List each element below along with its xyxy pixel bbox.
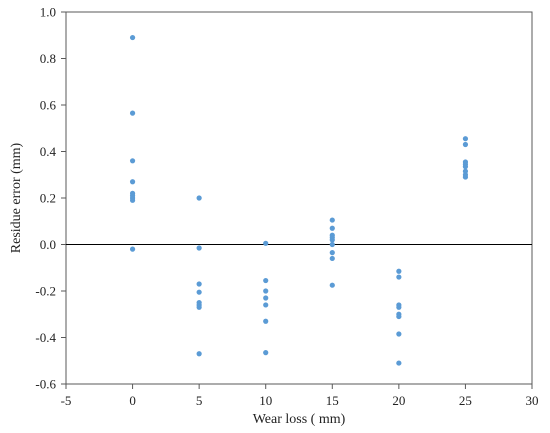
y-tick-label: 0.2 [40, 191, 56, 206]
data-point [396, 304, 402, 310]
data-point [129, 179, 136, 185]
x-tick-label: 25 [459, 393, 472, 408]
data-point [329, 237, 335, 243]
data-point [396, 331, 402, 337]
data-point [329, 225, 335, 231]
data-point [263, 318, 269, 324]
data-point [329, 241, 335, 248]
data-point [129, 246, 136, 252]
data-point [196, 195, 202, 201]
data-point [263, 277, 269, 284]
y-tick-label: 0.0 [40, 237, 56, 252]
data-point [196, 245, 202, 251]
data-point [129, 34, 136, 41]
x-axis-title: Wear loss ( mm) [253, 412, 346, 427]
x-tick-label: 10 [259, 393, 272, 408]
x-tick-label: -5 [61, 393, 72, 408]
y-tick-label: 0.8 [40, 51, 56, 66]
data-point [263, 240, 269, 246]
y-tick-label: 0.6 [40, 98, 57, 113]
data-point [329, 250, 335, 256]
data-point [129, 110, 136, 116]
data-point [462, 141, 469, 148]
data-point [462, 164, 469, 170]
y-tick-label: -0.4 [35, 330, 56, 345]
data-point [396, 268, 402, 274]
data-point [196, 281, 202, 287]
data-point [329, 255, 335, 262]
data-point [263, 350, 269, 356]
data-point [196, 304, 202, 310]
data-points [129, 34, 469, 366]
data-point [263, 302, 269, 308]
y-tick-label: 1.0 [40, 5, 56, 20]
data-point [196, 289, 202, 295]
y-axis-title: Residue error (mm) [9, 142, 24, 253]
y-tick-label: -0.2 [35, 284, 56, 299]
data-point [263, 295, 269, 301]
plot-frame [65, 11, 533, 385]
y-tick-label: -0.6 [35, 377, 56, 392]
y-tick-label: 0.4 [40, 144, 57, 159]
data-point [329, 217, 335, 223]
data-point [129, 158, 136, 164]
x-axis-ticks: -5 0 5 10 15 20 25 30 [61, 384, 539, 408]
x-tick-label: 5 [196, 393, 203, 408]
data-point [396, 313, 402, 320]
x-tick-label: 20 [392, 393, 405, 408]
data-point [462, 174, 469, 180]
x-tick-label: 30 [526, 393, 539, 408]
plot-border [65, 11, 533, 385]
data-point [129, 197, 136, 203]
data-point [462, 136, 469, 142]
y-axis-ticks: -0.6 -0.4 -0.2 0.0 0.2 0.4 0.6 0.8 1.0 [35, 5, 66, 392]
x-tick-label: 15 [326, 393, 339, 408]
data-point [396, 274, 402, 280]
data-point [196, 351, 202, 357]
data-point [263, 288, 269, 294]
data-point [396, 360, 402, 366]
x-tick-label: 0 [129, 393, 136, 408]
data-point [329, 282, 335, 288]
